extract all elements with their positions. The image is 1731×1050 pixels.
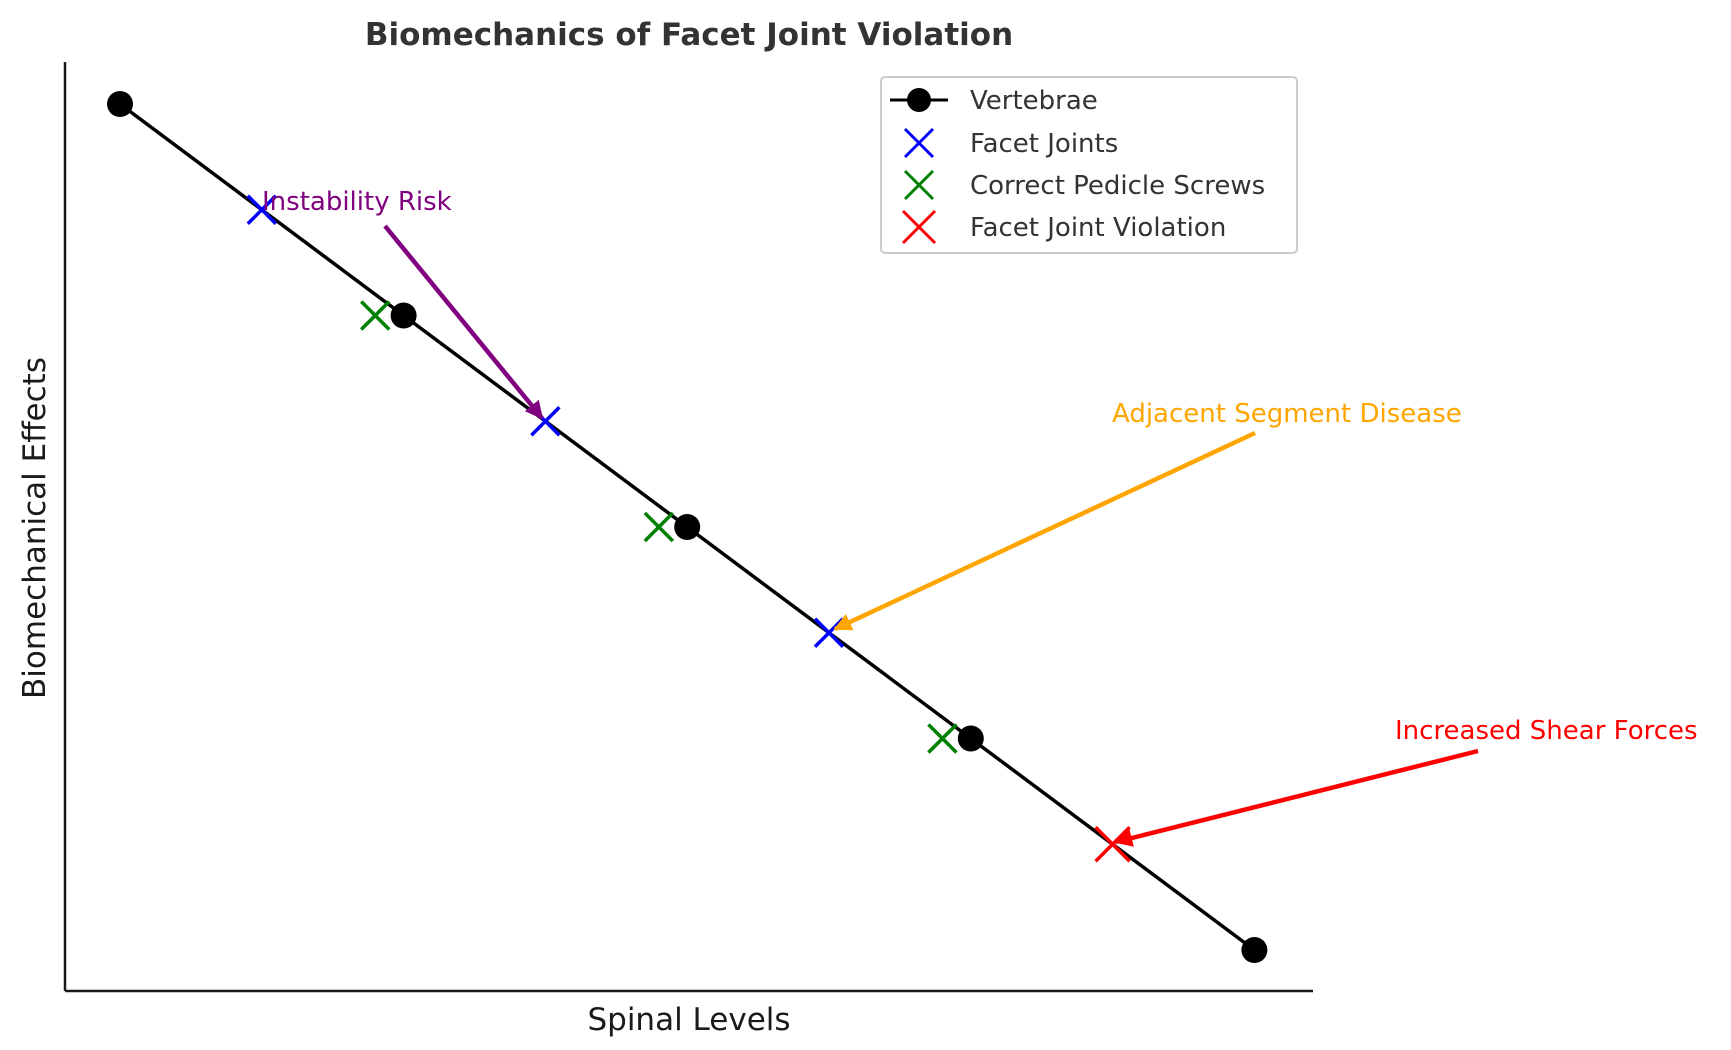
annotation-text-0: Instability Risk xyxy=(262,187,452,217)
annotation-arrow-0 xyxy=(383,224,544,420)
series-3-marker-0 xyxy=(1094,826,1131,863)
legend-label-pedicle-screws: Correct Pedicle Screws xyxy=(970,171,1265,201)
series-2-marker-2 xyxy=(927,723,958,754)
vertebrae-marker-2 xyxy=(674,514,701,540)
series-1-marker-2 xyxy=(813,617,845,648)
y-axis-label: Biomechanical Effects xyxy=(17,357,53,699)
legend: Vertebrae Facet Joints Correct Pedicle S… xyxy=(880,76,1298,254)
chart-title: Biomechanics of Facet Joint Violation xyxy=(365,17,1013,53)
legend-label-facet-violation: Facet Joint Violation xyxy=(970,213,1226,243)
vertebrae-marker-1 xyxy=(390,302,417,329)
annotation-arrow-1 xyxy=(833,430,1256,632)
legend-label-facet-joints: Facet Joints xyxy=(970,129,1118,159)
legend-label-vertebrae: Vertebrae xyxy=(970,86,1098,116)
x-axis-label: Spinal Levels xyxy=(587,1002,790,1038)
legend-pedicle-screws-marker xyxy=(903,169,935,201)
annotation-text-1: Adjacent Segment Disease xyxy=(1112,399,1462,429)
vertebrae-marker-0 xyxy=(107,91,133,117)
legend-vertebrae-marker xyxy=(907,88,931,112)
annotation-arrow-2 xyxy=(1114,748,1479,847)
vertebrae-marker-3 xyxy=(957,725,984,752)
legend-facet-violation-marker xyxy=(901,209,937,245)
legend-facet-joints-marker xyxy=(903,127,935,159)
legend-frame xyxy=(880,76,1298,254)
annotations-layer: Instability Risk Adjacent Segment Disease… xyxy=(262,187,1698,847)
vertebrae-marker-4 xyxy=(1241,937,1268,963)
series-2-marker-0 xyxy=(360,300,391,331)
series-2-marker-1 xyxy=(643,511,675,543)
series-1-marker-0 xyxy=(246,194,278,225)
annotation-text-2: Increased Shear Forces xyxy=(1395,716,1698,746)
